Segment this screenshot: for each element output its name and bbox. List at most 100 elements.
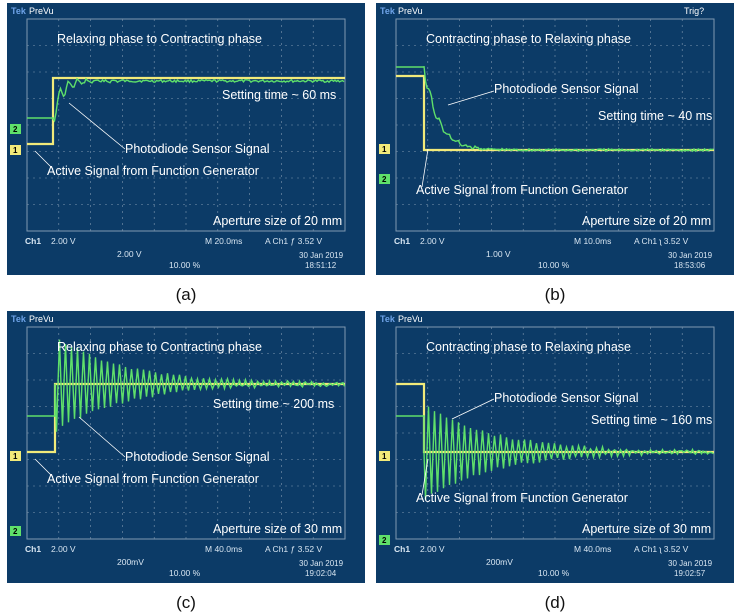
svg-text:2: 2 [13,125,18,134]
scope-screen: Tek PreVu Relaxing phase to Contracting … [7,3,365,275]
svg-text:2: 2 [13,527,18,536]
photodiode-line [27,339,346,432]
mode-label: PreVu [398,6,423,16]
ch2-scale-value: 200mV [486,557,513,567]
ch1-marker: 1 [379,451,390,461]
ch1-marker: 1 [10,145,21,155]
timebase-readout: M 20.0ms [205,236,242,246]
active-signal-line [27,76,345,146]
photodiode-trace [396,406,714,500]
svg-text:1: 1 [382,145,387,154]
active-signal-line [27,382,345,454]
ch2-scale-value: 200mV [117,557,144,567]
timebase-readout: M 40.0ms [574,544,611,554]
photodiode-arrow [447,90,495,106]
scope-panel-c: Tek PreVu Relaxing phase to Contracting … [7,311,365,583]
percent-readout: 10.00 % [169,568,201,578]
active-signal-trace [27,382,345,454]
aperture-annotation: Aperture size of 20 mm [582,214,711,228]
trigger-readout: A Ch1 ʅ 3.52 V [634,236,689,246]
percent-readout: 10.00 % [538,260,570,270]
percent-readout: 10.00 % [169,260,201,270]
svg-text:2: 2 [382,536,387,545]
photodiode-annotation: Photodiode Sensor Signal [125,450,270,464]
brand-label: Tek [380,6,396,16]
photodiode-annotation: Photodiode Sensor Signal [125,142,270,156]
time-readout: 19:02:57 [674,569,706,578]
svg-text:1: 1 [382,452,387,461]
trig-status: Trig? [684,6,704,16]
panel-label-a: (a) [175,285,197,304]
ch1-scale-value: 2.00 V [51,236,76,246]
svg-text:1: 1 [13,452,18,461]
aperture-annotation: Aperture size of 30 mm [582,522,711,536]
active-signal-annotation: Active Signal from Function Generator [416,491,628,505]
scope-panel-b: Tek PreVu Trig? Contracting phase to Rel… [376,3,734,275]
title-annotation: Contracting phase to Relaxing phase [426,32,631,46]
ch1-scale-value: 2.00 V [420,236,445,246]
timebase-readout: M 10.0ms [574,236,611,246]
ch1-scale-readout: Ch1 [25,544,41,554]
title-annotation: Relaxing phase to Contracting phase [57,340,262,354]
scope-panel-a: Tek PreVu Relaxing phase to Contracting … [7,3,365,275]
scope-screen: Tek PreVu Relaxing phase to Contracting … [7,311,365,583]
active-signal-annotation: Active Signal from Function Generator [47,164,259,178]
trigger-readout: A Ch1 ƒ 3.52 V [265,236,323,246]
aperture-annotation: Aperture size of 30 mm [213,522,342,536]
brand-label: Tek [11,314,27,324]
ch2-marker: 2 [379,174,390,184]
ch2-marker: 2 [10,526,21,536]
ch2-scale-value: 2.00 V [117,249,142,259]
photodiode-annotation: Photodiode Sensor Signal [494,391,639,405]
active-signal-annotation: Active Signal from Function Generator [416,183,628,197]
title-annotation: Relaxing phase to Contracting phase [57,32,262,46]
scope-screen: Tek PreVu Contracting phase to Relaxing … [376,311,734,583]
svg-text:1: 1 [13,146,18,155]
active-signal-arrow [34,150,54,170]
time-readout: 18:53:06 [674,261,706,270]
panel-label-d: (d) [544,593,566,612]
photodiode-trace [27,77,345,123]
photodiode-line [27,77,345,123]
photodiode-line [396,406,714,500]
active-signal-arrow [421,148,429,188]
setting-time-annotation: Setting time ~ 40 ms [598,109,712,123]
panel-label-b: (b) [544,285,566,304]
photodiode-line [396,66,714,153]
brand-label: Tek [380,314,396,324]
mode-label: PreVu [29,314,54,324]
photodiode-arrow [68,102,126,150]
active-signal-annotation: Active Signal from Function Generator [47,472,259,486]
scope-panel-d: Tek PreVu Contracting phase to Relaxing … [376,311,734,583]
ch1-scale-readout: Ch1 [25,236,41,246]
graticule-grid [27,19,345,231]
ch1-scale-value: 2.00 V [420,544,445,554]
setting-time-annotation: Setting time ~ 60 ms [222,88,336,102]
ch2-marker: 2 [379,535,390,545]
date-readout: 30 Jan 2019 [668,251,713,260]
brand-label: Tek [11,6,27,16]
mode-label: PreVu [29,6,54,16]
time-readout: 18:51:12 [305,261,337,270]
photodiode-annotation: Photodiode Sensor Signal [494,82,639,96]
photodiode-trace [396,66,714,153]
aperture-annotation: Aperture size of 20 mm [213,214,342,228]
graticule-grid [27,327,345,539]
timebase-readout: M 40.0ms [205,544,242,554]
percent-readout: 10.00 % [538,568,570,578]
panel-label-c: (c) [176,593,196,612]
setting-time-annotation: Setting time ~ 200 ms [213,397,334,411]
photodiode-trace [27,339,346,432]
ch1-marker: 1 [379,144,390,154]
photodiode-arrow [78,416,126,458]
active-signal-arrow [34,458,54,478]
date-readout: 30 Jan 2019 [299,559,344,568]
ch1-marker: 1 [10,451,21,461]
trigger-readout: A Ch1 ʅ 3.52 V [634,544,689,554]
mode-label: PreVu [398,314,423,324]
svg-text:2: 2 [382,175,387,184]
ch1-scale-value: 2.00 V [51,544,76,554]
setting-time-annotation: Setting time ~ 160 ms [591,413,712,427]
ch2-marker: 2 [10,124,21,134]
photodiode-arrow [451,398,495,420]
